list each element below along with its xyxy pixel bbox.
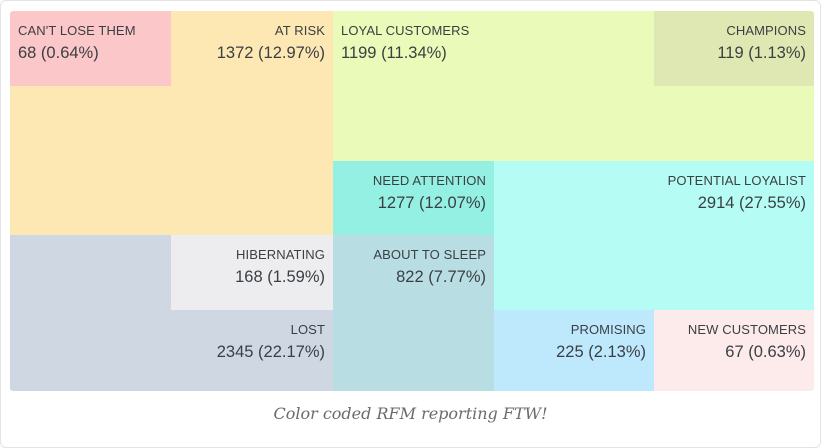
- treemap-cell-new-customers: NEW CUSTOMERS 67 (0.63%): [654, 310, 814, 391]
- treemap-cell-hibernating: HIBERNATING 168 (1.59%): [171, 235, 333, 310]
- rfm-treemap: AT RISK 1372 (12.97%) CAN'T LOSE THEM 68…: [10, 11, 814, 391]
- about-to-sleep-value: 822 (7.77%): [396, 268, 486, 286]
- need-attention-label: NEED ATTENTION: [372, 173, 486, 188]
- promising-label: PROMISING: [570, 322, 646, 337]
- champions-label: CHAMPIONS: [726, 23, 806, 38]
- cant-lose-them-value: 68 (0.64%): [18, 44, 99, 62]
- loyal-customers-value: 1199 (11.34%): [341, 44, 447, 62]
- treemap-cell-loyal-customers-lower: [333, 86, 814, 161]
- at-risk-label: AT RISK: [274, 23, 325, 38]
- hibernating-label: HIBERNATING: [236, 247, 325, 262]
- treemap-cell-champions: CHAMPIONS 119 (1.13%): [654, 11, 814, 86]
- hibernating-value: 168 (1.59%): [235, 268, 325, 286]
- potential-loyalist-label: POTENTIAL LOYALIST: [667, 173, 806, 188]
- treemap-cell-potential-loyalist: POTENTIAL LOYALIST 2914 (27.55%): [494, 161, 814, 310]
- treemap-cell-lost: LOST 2345 (22.17%): [171, 310, 333, 391]
- treemap-cell-about-to-sleep: ABOUT TO SLEEP 822 (7.77%): [333, 235, 494, 391]
- treemap-cell-lost-left: [10, 235, 171, 391]
- treemap-cell-need-attention: NEED ATTENTION 1277 (12.07%): [333, 161, 494, 235]
- champions-value: 119 (1.13%): [717, 44, 806, 62]
- new-customers-label: NEW CUSTOMERS: [687, 322, 806, 337]
- lost-label: LOST: [290, 322, 325, 337]
- new-customers-value: 67 (0.63%): [725, 343, 806, 361]
- loyal-customers-label: LOYAL CUSTOMERS: [341, 23, 470, 38]
- need-attention-value: 1277 (12.07%): [377, 194, 486, 212]
- about-to-sleep-label: ABOUT TO SLEEP: [373, 247, 486, 262]
- treemap-cell-promising: PROMISING 225 (2.13%): [494, 310, 654, 391]
- treemap-cell-loyal-customers: LOYAL CUSTOMERS 1199 (11.34%): [333, 11, 654, 86]
- treemap-cell-at-risk-lower: [10, 86, 171, 235]
- treemap-cell-cant-lose-them: CAN'T LOSE THEM 68 (0.64%): [10, 11, 171, 86]
- at-risk-value: 1372 (12.97%): [216, 44, 325, 62]
- lost-value: 2345 (22.17%): [216, 343, 325, 361]
- figure-caption: Color coded RFM reporting FTW!: [273, 404, 548, 423]
- potential-loyalist-value: 2914 (27.55%): [697, 194, 806, 212]
- cant-lose-them-label: CAN'T LOSE THEM: [18, 23, 136, 38]
- treemap-cell-at-risk: AT RISK 1372 (12.97%): [171, 11, 333, 235]
- promising-value: 225 (2.13%): [556, 343, 646, 361]
